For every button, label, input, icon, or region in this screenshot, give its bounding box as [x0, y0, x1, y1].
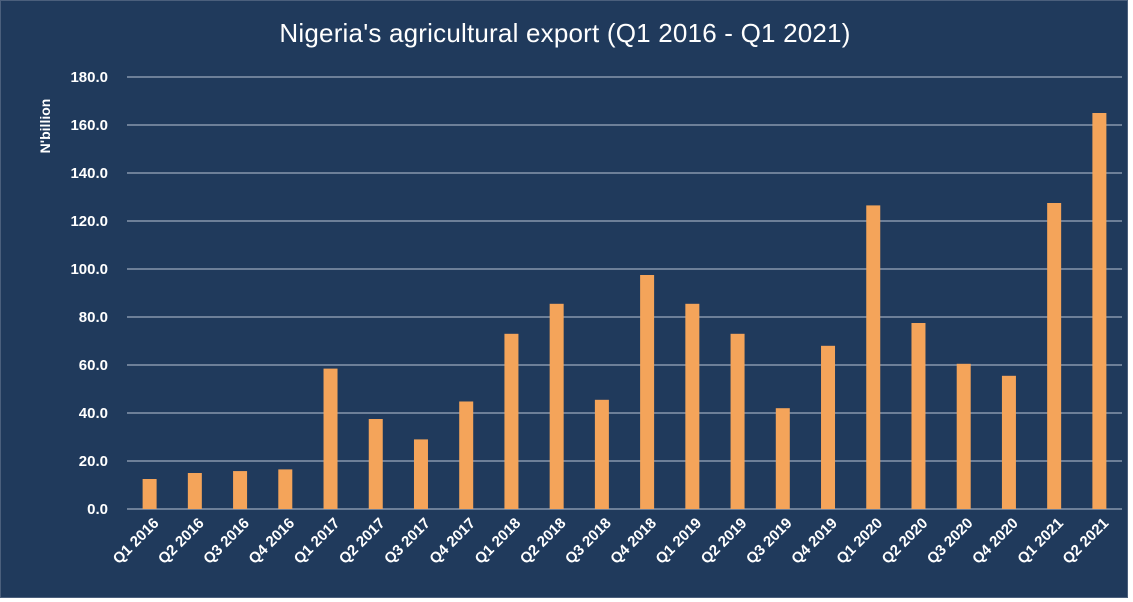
y-tick-label: 160.0 — [70, 117, 108, 134]
y-tick-label: 80.0 — [79, 309, 108, 326]
gridlines — [127, 76, 1122, 510]
bar — [368, 419, 383, 509]
bar — [278, 469, 293, 509]
bar — [1092, 113, 1107, 509]
x-tick-label: Q4 2017 — [426, 515, 479, 568]
x-tick-label: Q3 2020 — [924, 515, 977, 568]
x-tick-label: Q2 2018 — [517, 515, 570, 568]
y-tick-label: 140.0 — [70, 165, 108, 182]
bar — [233, 471, 248, 509]
x-tick-label: Q4 2016 — [245, 515, 298, 568]
bar — [730, 333, 745, 509]
x-tick-label: Q1 2020 — [833, 515, 886, 568]
bar — [640, 275, 655, 509]
y-tick-label: 0.0 — [87, 501, 108, 518]
y-tick-label: 120.0 — [70, 213, 108, 230]
bar — [413, 439, 428, 509]
x-tick-label: Q4 2019 — [788, 515, 841, 568]
y-tick-label: 40.0 — [79, 405, 108, 422]
x-tick-label: Q1 2021 — [1014, 515, 1067, 568]
x-tick-label: Q1 2019 — [652, 515, 705, 568]
x-tick-label: Q1 2017 — [291, 515, 344, 568]
bar — [956, 363, 971, 509]
bar — [549, 303, 564, 509]
bar — [504, 333, 519, 509]
chart-title: Nigeria's agricultural export (Q1 2016 -… — [279, 18, 851, 48]
y-tick-label: 180.0 — [70, 69, 108, 86]
x-tick-label: Q1 2016 — [110, 515, 163, 568]
x-tick-label: Q3 2017 — [381, 515, 434, 568]
x-tick-label: Q2 2021 — [1060, 515, 1113, 568]
x-tick-label: Q3 2016 — [200, 515, 253, 568]
bar — [685, 303, 700, 509]
x-tick-label: Q3 2018 — [562, 515, 615, 568]
bar — [142, 479, 157, 509]
x-tick-label: Q2 2020 — [879, 515, 932, 568]
bar — [594, 399, 609, 509]
x-tick-label: Q3 2019 — [743, 515, 796, 568]
x-tick-label: Q4 2020 — [969, 515, 1022, 568]
x-tick-label: Q4 2018 — [607, 515, 660, 568]
x-tick-label: Q2 2017 — [336, 515, 389, 568]
bar — [775, 408, 790, 509]
x-tick-label: Q2 2019 — [698, 515, 751, 568]
x-tick-label: Q1 2018 — [472, 515, 525, 568]
bar — [323, 368, 338, 509]
bar — [187, 473, 202, 509]
y-axis-label: N'billion — [37, 99, 53, 154]
y-tick-label: 20.0 — [79, 453, 108, 470]
bar — [821, 345, 836, 509]
bar — [866, 205, 881, 509]
bar — [459, 401, 474, 509]
y-tick-label: 60.0 — [79, 357, 108, 374]
x-tick-label: Q2 2016 — [155, 515, 208, 568]
y-tick-label: 100.0 — [70, 261, 108, 278]
bars — [142, 113, 1107, 509]
bar — [1001, 375, 1016, 509]
y-axis-ticks: 0.0 20.0 40.0 60.0 80.0 100.0 120.0 140.0 160.0 1… — [70, 69, 108, 518]
bar — [911, 323, 926, 509]
bar — [1047, 203, 1062, 509]
